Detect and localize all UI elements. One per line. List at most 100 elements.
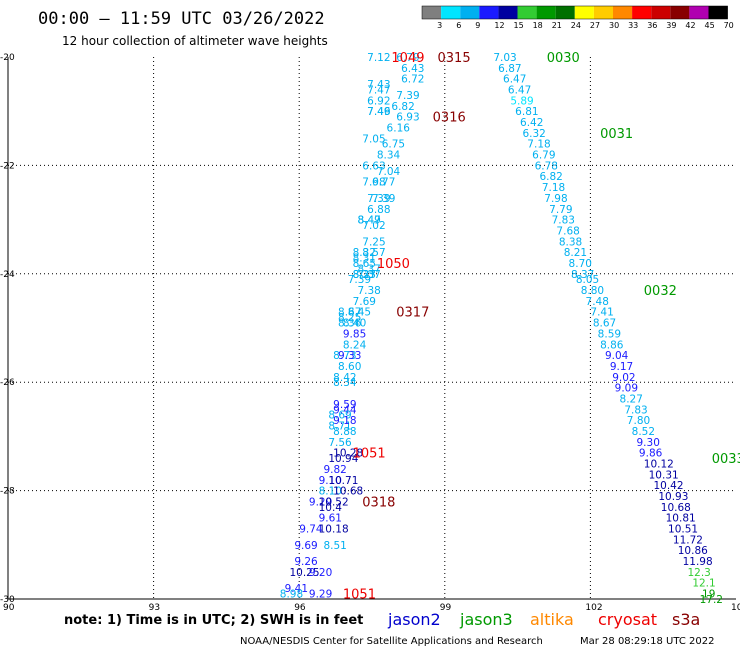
wave-height-label: 9.29: [309, 589, 332, 601]
y-tick-label: -24: [0, 270, 15, 280]
legend-altika: altika: [530, 610, 574, 629]
colorbar-label: 3: [437, 21, 442, 30]
plot-area: 90939699102105 -20-22-24-26-28-30 7.036.…: [0, 51, 740, 613]
colorbar-label: 36: [647, 21, 657, 30]
footer-timestamp: Mar 28 08:29:18 UTC 2022: [580, 636, 715, 647]
wave-height-label: 7.03: [493, 52, 516, 64]
wave-height-label: 7.39: [367, 193, 390, 205]
x-tick-label: 93: [149, 603, 160, 613]
wave-height-label: 6.42: [520, 117, 543, 129]
pass-time-label: 0033: [712, 452, 740, 467]
y-tick-label: -30: [0, 595, 15, 605]
wave-height-label: 7.25: [362, 236, 385, 248]
footer-credit: NOAA/NESDIS Center for Satellite Applica…: [240, 636, 543, 647]
wave-height-label: 8.47: [357, 215, 380, 227]
wave-height-label: 7.12: [367, 52, 390, 64]
colorbar-label: 39: [666, 21, 676, 30]
colorbar-label: 6: [456, 21, 461, 30]
wave-height-label: 7.68: [556, 225, 579, 237]
satellite-legend: jason2 jason3 altika cryosat s3a: [387, 610, 700, 629]
wave-height-label: 8.38: [559, 236, 582, 248]
wave-height-label: 6.92: [367, 95, 390, 107]
wave-height-label: 10.86: [678, 545, 708, 557]
colorbar-swatch: [670, 6, 690, 19]
legend-cryosat: cryosat: [598, 610, 657, 629]
wave-height-label: 9.41: [285, 583, 308, 595]
wave-height-label: 6.87: [498, 63, 521, 75]
colorbar-label: 45: [705, 21, 715, 30]
wave-height-label: 9.59: [333, 399, 356, 411]
colorbar-swatch: [632, 6, 652, 19]
wave-height-label: 6.77: [372, 177, 395, 189]
footer-note: note: 1) Time is in UTC; 2) SWH is in fe…: [64, 613, 363, 628]
pass-time-label: 0315: [438, 51, 471, 66]
wave-height-label: 6.79: [396, 52, 419, 64]
wave-height-label: 10.12: [644, 459, 674, 471]
chart-title: 00:00 – 11:59 UTC 03/26/2022: [38, 9, 325, 29]
wave-height-label: 8.59: [598, 328, 621, 340]
wave-height-label: 11.72: [673, 534, 703, 546]
colorbar-label: 42: [685, 21, 695, 30]
wave-height-label: 6.32: [522, 128, 545, 140]
wave-height-label: 8.31: [353, 253, 376, 265]
wave-height-label: 9.29: [309, 496, 332, 508]
wave-height-label: 8.36: [338, 318, 362, 330]
wave-height-label: 9.26: [294, 556, 318, 568]
colorbar-label: 27: [590, 21, 600, 30]
wave-height-label: 8.21: [564, 247, 587, 259]
wave-height-label: 10.68: [661, 502, 691, 514]
wave-height-label: 7.80: [627, 415, 650, 427]
wave-height-label: 9.69: [294, 540, 317, 552]
wave-height-label: 6.72: [401, 74, 424, 86]
wave-height-label: 9.85: [343, 328, 366, 340]
wave-height-label: 7.49: [367, 106, 390, 118]
wave-height-label: 10.42: [653, 480, 683, 492]
y-tick-label: -28: [0, 487, 15, 497]
wave-height-label: 6.78: [535, 160, 558, 172]
wave-height-label: 9.74: [299, 524, 323, 536]
wave-height-label: 8.80: [581, 285, 604, 297]
wave-height-label: 8.34: [377, 150, 401, 162]
pass-time-label: 1051: [353, 447, 386, 462]
wave-height-label: 8.27: [620, 393, 643, 405]
y-tick-label: -20: [0, 53, 15, 63]
wave-height-label: 6.82: [391, 101, 414, 113]
x-tick-label: 105: [731, 603, 740, 613]
wave-height-label: 8.24: [343, 339, 367, 351]
wave-height-label: 10.25: [289, 567, 319, 579]
colorbar-border: [421, 5, 728, 20]
x-tick-label: 99: [440, 603, 452, 613]
wave-height-label: 8.05: [576, 274, 599, 286]
wave-height-label: 9.33: [338, 350, 361, 362]
wave-height-label: 8.69: [328, 410, 351, 422]
time-labels: 0030 0031 0032 0033 0315 0316 0317 0318 1049 1050…: [343, 51, 740, 603]
colorbar-swatch: [441, 6, 461, 19]
wave-height-label: 8.67: [593, 318, 616, 330]
wave-height-label: 8.37: [357, 263, 380, 275]
wave-height-label: 10.18: [319, 524, 349, 536]
wave-height-label: 8.51: [323, 540, 346, 552]
wave-height-label: 8.45: [348, 307, 371, 319]
colorbar-swatch: [555, 6, 575, 19]
colorbar-label: 21: [552, 21, 562, 30]
wave-height-label: 8.73: [333, 350, 356, 362]
wave-height-label: 6.47: [503, 74, 526, 86]
wave-height-label: 8.49: [357, 215, 380, 227]
wave-height-label: 7.39: [372, 193, 395, 205]
wave-height-label: 8.67: [338, 307, 361, 319]
wave-height-label: 7.41: [590, 307, 613, 319]
wave-height-label: 7.04: [377, 166, 401, 178]
data-points: 7.036.876.476.475.896.816.426.327.186.79…: [280, 52, 723, 606]
wave-height-label: 9.04: [605, 350, 629, 362]
pass-time-label: 0318: [362, 495, 395, 510]
wave-height-label: 8.40: [343, 318, 366, 330]
colorbar-label: 30: [609, 21, 619, 30]
wave-height-label: 9.30: [637, 437, 660, 449]
colorbar-label: 9: [475, 21, 480, 30]
colorbar-swatch: [479, 6, 499, 19]
wave-height-label: 10.52: [319, 496, 349, 508]
colorbar-swatch: [536, 6, 556, 19]
wave-height-label: 7.47: [367, 85, 390, 97]
wave-height-label: 11.98: [683, 556, 713, 568]
